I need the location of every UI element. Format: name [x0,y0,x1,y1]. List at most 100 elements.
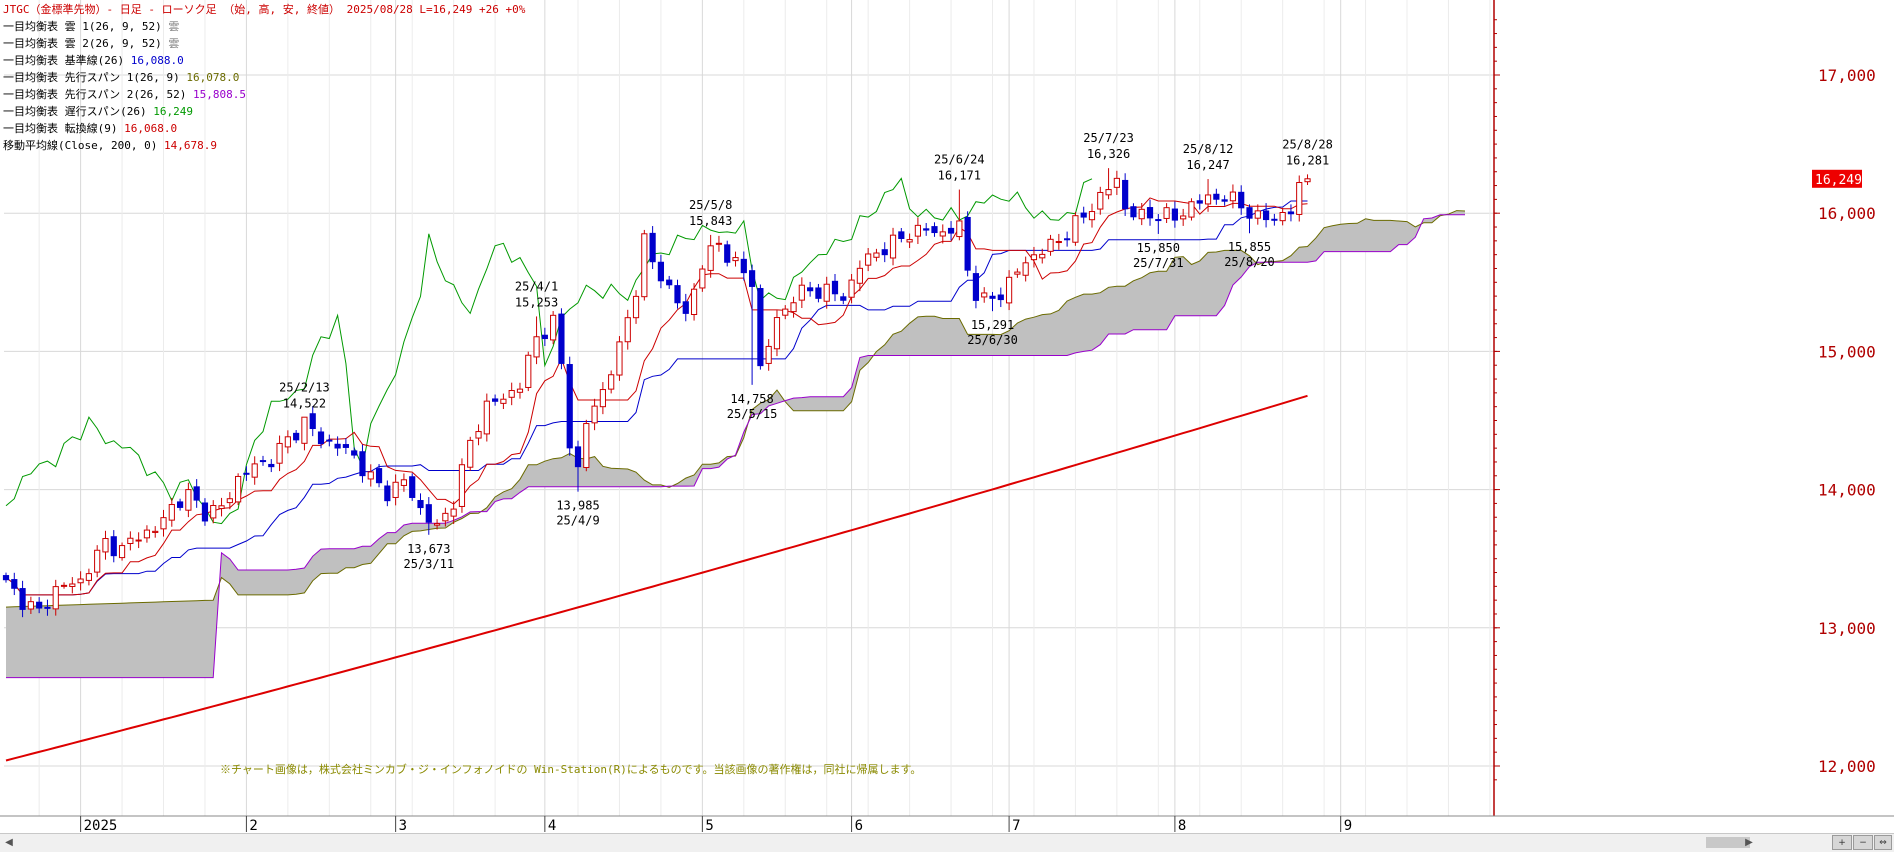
fit-icon[interactable]: ⇔ [1874,835,1892,850]
down-candle [19,588,26,610]
down-candle [375,468,383,484]
down-candle [1221,199,1228,202]
up-candle [1163,207,1170,219]
annotation-date: 25/8/28 [1282,137,1333,151]
up-candle [367,471,374,480]
down-candle [657,261,665,282]
up-candle [790,302,797,313]
up-candle [235,475,242,503]
up-candle [1072,215,1079,243]
last-price-tag [1812,169,1862,188]
up-candle [1229,191,1237,202]
up-candle [1039,253,1046,259]
up-candle [276,442,283,464]
up-candle [483,400,490,435]
down-candle [997,294,1004,301]
legend-item: 一目均衡表 雲 1(26, 9, 52) 雲 [3,19,179,33]
up-candle [69,583,76,587]
down-candle [574,446,582,468]
y-tick-label: 16,000 [1818,204,1876,223]
annotation-date: 25/3/11 [404,557,455,571]
down-candle [1155,219,1162,222]
up-candle [608,374,615,390]
down-candle [417,500,424,509]
x-tick-label: 4 [548,818,556,833]
x-tick-label: 7 [1012,818,1020,833]
up-candle [127,537,134,544]
up-candle [1088,211,1096,221]
up-candle [1055,241,1062,244]
up-candle [218,505,225,510]
horizontal-scrollbar[interactable]: ◀ ▶ + − ⇔ [0,833,1894,852]
up-candle [185,489,192,511]
scroll-right-icon[interactable]: ▶ [1745,837,1753,848]
up-candle [914,224,921,237]
up-candle [624,317,631,343]
up-candle [583,423,590,468]
annotation-date: 25/5/8 [689,198,732,212]
up-candle [1180,215,1187,220]
up-candle [873,252,880,258]
scroll-left-icon[interactable]: ◀ [5,837,13,848]
cloud-fill [6,210,1465,678]
annotation-value: 15,291 [971,318,1014,332]
last-price-label: 16,249 [1815,173,1862,188]
down-candle [1246,207,1253,219]
down-candle [1122,179,1129,210]
up-candle [433,523,441,526]
ma200-line [5,394,1308,762]
up-candle [94,549,101,573]
up-candle [467,439,474,468]
annotation-date: 25/6/30 [967,333,1018,347]
up-candle [450,508,457,517]
zoom-out-icon[interactable]: − [1853,835,1873,850]
x-tick-label: 2025 [84,818,118,833]
up-candle [1105,189,1112,196]
down-candle [1080,212,1087,218]
annotation-date: 25/6/24 [934,153,985,167]
scroll-thumb[interactable] [1706,837,1750,848]
up-candle [939,231,946,237]
down-candle [1064,238,1071,241]
down-candle [176,501,184,508]
y-tick-label: 13,000 [1818,619,1876,638]
annotation-date: 25/7/23 [1083,131,1134,145]
down-candle [682,301,689,314]
down-candle [1146,207,1154,219]
down-candle [201,502,209,522]
down-candle [840,296,847,301]
span-a-line [5,210,1466,608]
down-candle [1238,191,1245,209]
chart-title: JTGC（金標準先物）- 日足 - ローソク足 （始, 高, 安, 終値） 20… [3,2,526,16]
down-candle [1287,211,1295,215]
annotation-value: 13,985 [556,499,599,513]
down-candle [110,536,117,557]
up-candle [707,245,714,271]
legend-item: 一目均衡表 雲 2(26, 9, 52) 雲 [3,36,179,50]
annotation-date: 25/4/9 [556,514,599,528]
down-candle [964,216,971,271]
up-candle [1047,238,1054,252]
down-candle [1130,206,1137,218]
up-candle [856,267,863,284]
up-candle [102,538,109,553]
up-candle [27,601,34,610]
chikou-line [5,177,1093,525]
down-candle [359,451,366,477]
x-tick-label: 8 [1178,818,1186,833]
down-candle [881,249,888,256]
annotation-value: 16,247 [1186,158,1229,172]
up-candle [1304,178,1311,183]
up-candle [533,336,540,358]
annotation-value: 15,253 [515,295,558,309]
annotation-value: 16,326 [1087,147,1130,161]
down-candle [1213,193,1220,200]
up-candle [773,317,781,350]
up-candle [168,504,175,521]
up-candle [1188,201,1195,218]
zoom-in-icon[interactable]: + [1832,835,1852,850]
up-candle [52,586,59,610]
